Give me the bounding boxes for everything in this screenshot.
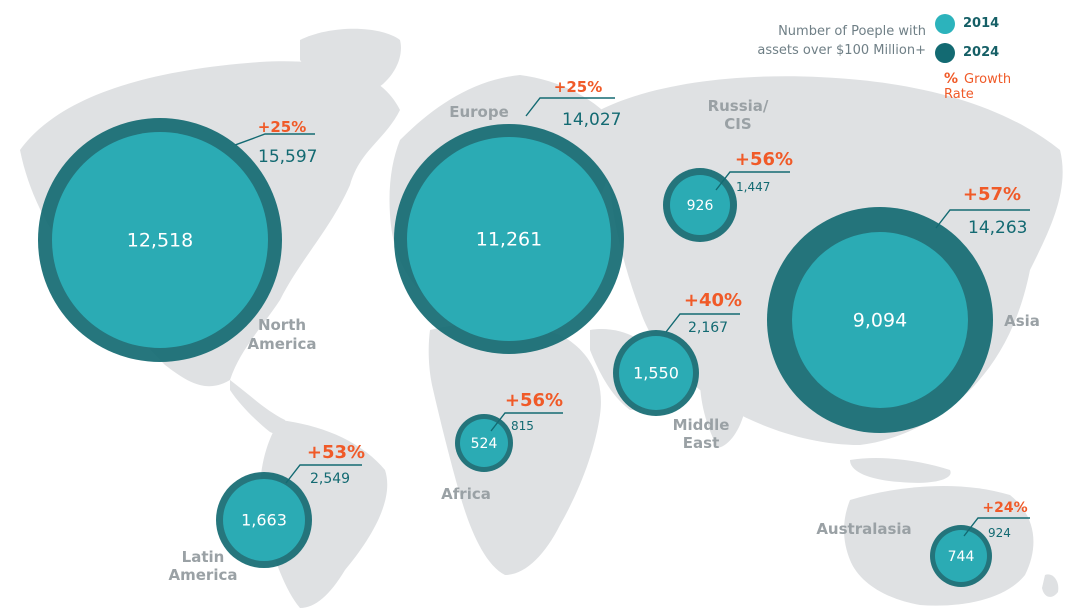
value-2024-africa: 815 bbox=[511, 419, 534, 433]
value-2024-middle-east: 2,167 bbox=[688, 320, 728, 336]
growth-russia-cis: +56% bbox=[735, 149, 793, 170]
growth-middle-east: +40% bbox=[684, 290, 742, 311]
land-india bbox=[700, 379, 745, 448]
connector-middle-east bbox=[665, 313, 740, 333]
value-2024-europe: 14,027 bbox=[562, 110, 621, 130]
growth-europe: +25% bbox=[554, 78, 602, 96]
land-new-zealand bbox=[1042, 574, 1059, 597]
connector-russia-cis bbox=[715, 171, 790, 191]
value-2014-russia-cis: 926 bbox=[687, 198, 714, 214]
legend-growth-symbol: % bbox=[944, 71, 959, 87]
region-label-europe: Europe bbox=[449, 103, 509, 121]
land-indonesia bbox=[850, 458, 951, 483]
region-label-russia-cis: CIS bbox=[724, 115, 751, 133]
legend-growth-label: Growth Rate bbox=[944, 72, 1012, 102]
region-africa: Africa 524 815 +56% bbox=[441, 390, 563, 503]
legend-title: Number of Poeple with assets over $100 M… bbox=[740, 22, 926, 60]
growth-australasia: +24% bbox=[982, 500, 1027, 516]
legend-label-2024: 2024 bbox=[963, 45, 1000, 60]
circle-2014-north-america bbox=[52, 132, 268, 348]
region-europe: Europe 11,261 14,027 +25% bbox=[394, 78, 624, 354]
land-south-america bbox=[260, 420, 388, 608]
region-russia-cis: Russia/CIS 926 1,447 +56% bbox=[663, 97, 793, 242]
value-2014-australasia: 744 bbox=[948, 549, 975, 565]
value-2014-middle-east: 1,550 bbox=[633, 364, 679, 383]
growth-africa: +56% bbox=[505, 390, 563, 411]
land-africa bbox=[428, 323, 601, 575]
region-label-russia-cis: Russia/ bbox=[708, 97, 769, 115]
value-2024-asia: 14,263 bbox=[968, 218, 1027, 238]
value-2014-north-america: 12,518 bbox=[127, 230, 193, 252]
circle-2014-russia-cis bbox=[670, 175, 730, 235]
connector-north-america bbox=[235, 133, 315, 146]
region-label-australasia: Australasia bbox=[816, 520, 911, 538]
circle-2014-australasia bbox=[935, 530, 987, 582]
region-label-asia: Asia bbox=[1004, 312, 1040, 330]
region-label-africa: Africa bbox=[441, 485, 491, 503]
circle-2014-middle-east bbox=[619, 336, 693, 410]
connector-africa bbox=[490, 412, 563, 432]
circle-2014-asia bbox=[792, 232, 968, 408]
growth-north-america: +25% bbox=[258, 118, 306, 136]
region-label-latin-america: America bbox=[169, 566, 238, 584]
growth-latin-america: +53% bbox=[307, 442, 365, 463]
legend-title-line2: assets over $100 Million+ bbox=[757, 43, 926, 58]
circle-2014-latin-america bbox=[223, 479, 305, 561]
connector-latin-america bbox=[285, 464, 362, 484]
land-greenland bbox=[300, 28, 401, 95]
value-2024-latin-america: 2,549 bbox=[310, 471, 350, 487]
region-label-latin-america: Latin bbox=[182, 548, 225, 566]
connector-asia bbox=[935, 209, 1030, 229]
value-2024-australasia: 924 bbox=[988, 526, 1011, 540]
region-asia: Asia 9,094 14,263 +57% bbox=[767, 184, 1040, 433]
circle-2014-europe bbox=[407, 137, 611, 341]
connector-europe bbox=[525, 97, 615, 117]
legend-growth: % Growth Rate bbox=[944, 71, 1011, 102]
circle-2014-africa bbox=[460, 419, 508, 467]
legend-swatch-2024 bbox=[935, 43, 955, 63]
value-2024-north-america: 15,597 bbox=[258, 147, 317, 167]
value-2014-asia: 9,094 bbox=[853, 310, 907, 332]
connector-australasia bbox=[963, 517, 1030, 537]
region-australasia: Australasia 744 924 +24% bbox=[816, 500, 1030, 587]
region-label-middle-east: Middle bbox=[673, 416, 730, 434]
legend-title-line1: Number of Poeple with bbox=[778, 24, 926, 39]
value-2014-europe: 11,261 bbox=[476, 229, 542, 251]
value-2014-latin-america: 1,663 bbox=[241, 511, 287, 530]
value-2024-russia-cis: 1,447 bbox=[736, 180, 770, 194]
value-2014-africa: 524 bbox=[471, 436, 498, 452]
legend-swatch-2014 bbox=[935, 14, 955, 34]
growth-asia: +57% bbox=[963, 184, 1021, 205]
region-label-north-america: North bbox=[258, 316, 306, 334]
region-label-middle-east: East bbox=[683, 434, 719, 452]
land-central-america bbox=[230, 380, 287, 435]
legend-label-2014: 2014 bbox=[963, 16, 1000, 31]
region-label-north-america: America bbox=[248, 335, 317, 353]
